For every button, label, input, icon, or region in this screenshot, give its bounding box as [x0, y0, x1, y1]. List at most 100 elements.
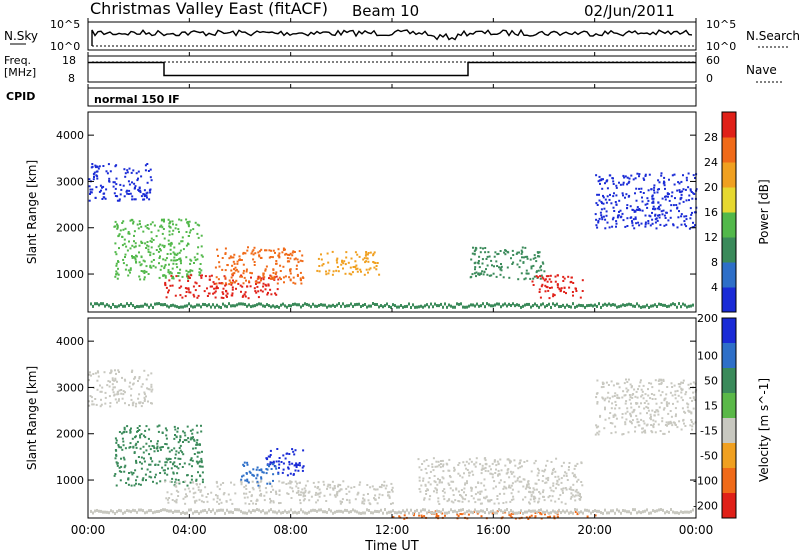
- echo-cell: [429, 495, 432, 498]
- echo-cell: [114, 437, 117, 440]
- echo-cell: [653, 393, 656, 396]
- ground-scatter-cell: [484, 511, 486, 515]
- echo-cell: [568, 462, 571, 464]
- ground-scatter-cell: [142, 304, 144, 308]
- echo-cell: [438, 503, 441, 505]
- ground-scatter-cell: [480, 304, 482, 308]
- ground-scatter-cell: [416, 508, 418, 512]
- echo-cell: [158, 460, 161, 463]
- echo-cell: [284, 253, 287, 256]
- echo-cell: [457, 500, 460, 502]
- echo-cell: [482, 273, 485, 276]
- echo-cell: [114, 195, 117, 197]
- echo-cell: [601, 202, 603, 205]
- echo-cell: [528, 515, 531, 518]
- echo-cell: [577, 478, 580, 481]
- echo-cell: [649, 417, 652, 420]
- echo-cell: [369, 486, 372, 489]
- ground-scatter-cell: [440, 510, 442, 514]
- echo-cell: [532, 487, 535, 490]
- echo-cell: [189, 429, 192, 432]
- echo-cell: [233, 262, 236, 265]
- colorbar-swatch: [722, 468, 736, 494]
- echo-cell: [88, 185, 91, 188]
- echo-cell: [650, 424, 653, 426]
- ground-scatter-cell: [316, 304, 318, 308]
- echo-cell: [187, 280, 190, 282]
- echo-cell: [659, 223, 662, 226]
- echo-cell: [243, 461, 246, 464]
- echo-cell: [123, 242, 126, 245]
- ground-scatter-cell: [166, 304, 168, 308]
- echo-cell: [581, 279, 584, 282]
- echo-cell: [174, 453, 177, 456]
- echo-cell: [143, 189, 146, 192]
- echo-cell: [134, 245, 137, 248]
- colorbar-swatch: [722, 162, 736, 188]
- echo-cell: [256, 277, 259, 280]
- echo-cell: [172, 462, 175, 465]
- ground-scatter-cell: [574, 305, 576, 309]
- echo-cell: [423, 497, 426, 500]
- echo-cell: [480, 482, 483, 485]
- echo-cell: [187, 287, 190, 290]
- echo-cell: [272, 479, 274, 482]
- echo-cell: [453, 466, 456, 469]
- echo-cell: [103, 371, 106, 374]
- echo-cell: [218, 265, 221, 268]
- velocity-ylabel: Slant Range [km]: [25, 366, 39, 470]
- echo-cell: [195, 483, 198, 485]
- echo-cell: [574, 490, 577, 493]
- echo-cell: [652, 205, 655, 208]
- echo-cell: [576, 462, 579, 465]
- echo-cell: [150, 372, 153, 375]
- echo-cell: [287, 482, 290, 485]
- echo-cell: [668, 178, 670, 181]
- echo-cell: [176, 472, 179, 475]
- echo-cell: [170, 242, 173, 245]
- ground-scatter-cell: [450, 508, 452, 512]
- ground-scatter-cell: [188, 508, 190, 512]
- echo-cell: [323, 483, 326, 486]
- echo-cell: [676, 400, 679, 403]
- echo-cell: [145, 270, 148, 273]
- echo-cell: [543, 270, 546, 273]
- echo-cell: [123, 458, 126, 461]
- ground-scatter-cell: [496, 302, 498, 306]
- echo-cell: [499, 479, 502, 482]
- echo-cell: [187, 487, 190, 490]
- echo-cell: [424, 467, 427, 470]
- echo-cell: [495, 275, 498, 278]
- echo-cell: [165, 457, 168, 460]
- echo-cell: [108, 385, 111, 388]
- ground-scatter-cell: [494, 511, 496, 515]
- echo-cell: [224, 269, 227, 272]
- echo-cell: [441, 490, 444, 492]
- ground-scatter-cell: [670, 303, 672, 307]
- ground-scatter-cell: [280, 511, 282, 515]
- ground-scatter-cell: [316, 509, 318, 513]
- echo-cell: [475, 461, 478, 464]
- echo-cell: [164, 275, 167, 278]
- echo-cell: [264, 269, 267, 272]
- echo-cell: [124, 447, 127, 450]
- echo-cell: [235, 287, 237, 290]
- echo-cell: [197, 246, 200, 249]
- echo-cell: [148, 445, 151, 448]
- ground-scatter-cell: [272, 510, 274, 514]
- echo-cell: [350, 257, 353, 260]
- echo-cell: [230, 481, 232, 484]
- echo-cell: [683, 223, 686, 226]
- echo-cell: [642, 192, 645, 194]
- echo-cell: [519, 466, 522, 469]
- echo-cell: [124, 227, 127, 230]
- echo-cell: [273, 275, 276, 278]
- echo-cell: [288, 276, 291, 279]
- echo-cell: [403, 517, 406, 520]
- echo-cell: [522, 485, 525, 488]
- echo-cell: [195, 424, 198, 427]
- echo-cell: [164, 480, 166, 483]
- echo-cell: [213, 287, 216, 290]
- echo-cell: [137, 456, 140, 458]
- echo-cell: [292, 276, 295, 279]
